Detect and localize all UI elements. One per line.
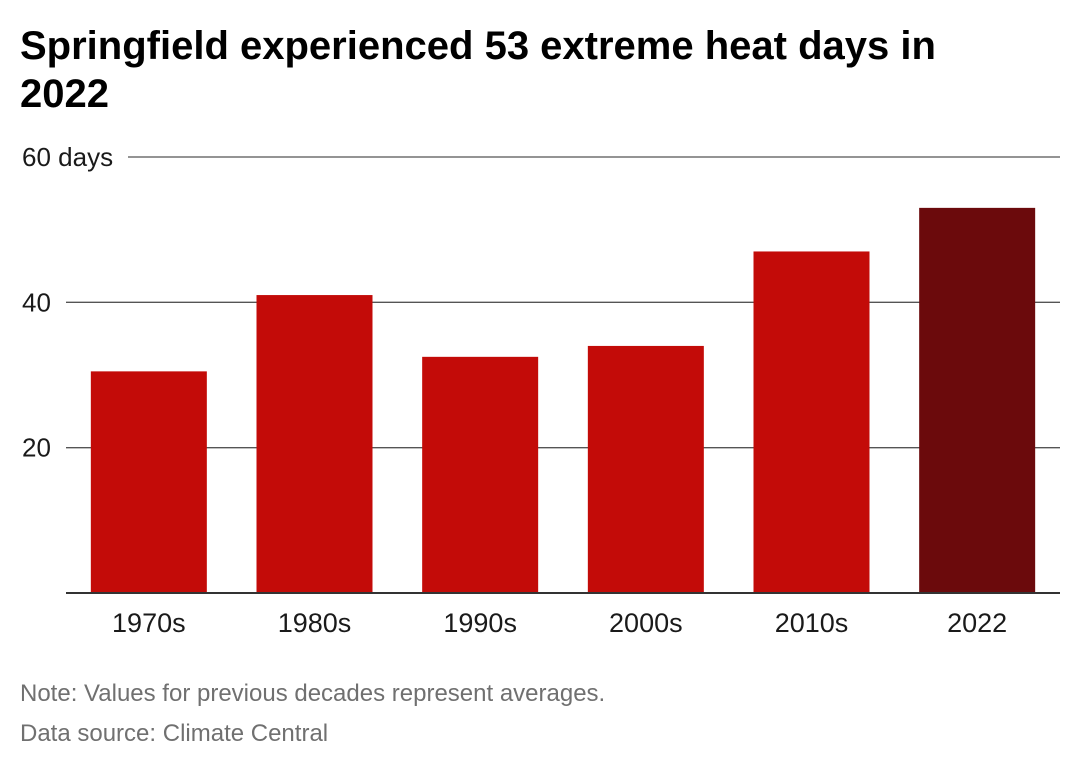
bar-2000s: [587, 345, 704, 593]
x-tick-label: 2022: [947, 608, 1007, 638]
chart-note: Note: Values for previous decades repres…: [20, 680, 606, 707]
x-tick-label: 2000s: [609, 608, 683, 638]
bar-1990s: [422, 356, 539, 593]
bar-1980s: [256, 295, 373, 593]
x-tick-label: 1980s: [278, 608, 352, 638]
bar-1970s: [90, 371, 207, 593]
bar-2022: [919, 207, 1036, 593]
chart-title: Springfield experienced 53 extreme heat …: [20, 24, 936, 116]
gridlines: 20 40 60 days: [22, 142, 1060, 463]
bars: [90, 207, 1036, 593]
y-tick-label: 60 days: [22, 142, 113, 172]
bar-chart: 20 40 60 days 1970s 1980s 1990s 2000s 2010s 202…: [22, 142, 1060, 638]
data-source: Data source: Climate Central: [20, 720, 329, 747]
bar-2010s: [753, 251, 870, 593]
y-tick-label: 20: [22, 433, 51, 463]
x-axis-labels: 1970s 1980s 1990s 2000s 2010s 2022: [112, 608, 1007, 638]
x-tick-label: 1990s: [443, 608, 517, 638]
x-tick-label: 2010s: [775, 608, 849, 638]
x-tick-label: 1970s: [112, 608, 186, 638]
y-tick-label: 40: [22, 287, 51, 317]
